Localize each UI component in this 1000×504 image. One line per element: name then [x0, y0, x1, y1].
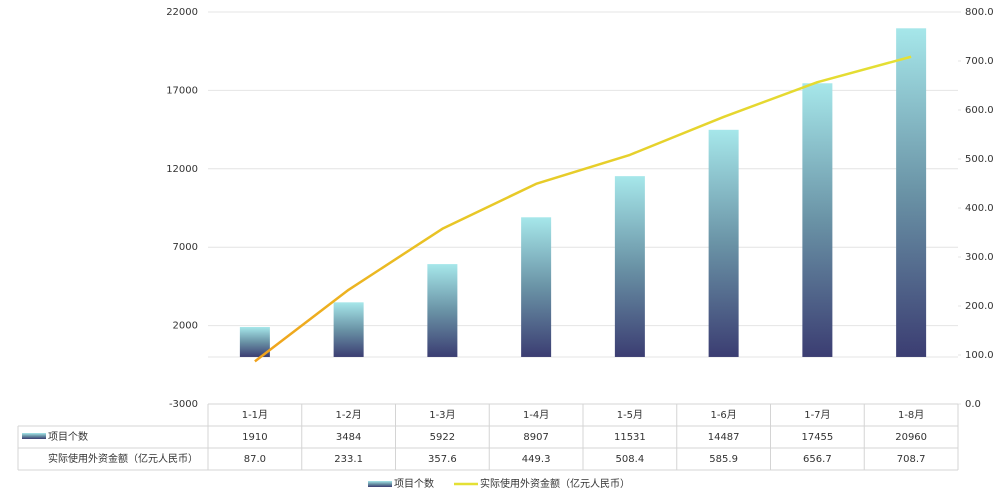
y2-tick-label: 700.0 — [965, 56, 994, 67]
table-cell: 20960 — [895, 432, 927, 443]
bar — [427, 264, 458, 357]
y-tick-label: 17000 — [166, 85, 198, 96]
table-cell: 87.0 — [244, 454, 266, 465]
y2-tick-label: 200.0 — [965, 301, 994, 312]
bar — [521, 217, 552, 357]
x-tick-label: 1-8月 — [898, 409, 924, 421]
bar — [333, 302, 364, 357]
bar — [896, 28, 927, 357]
y2-tick-label: 300.0 — [965, 252, 994, 263]
table-cell: 11531 — [614, 432, 646, 443]
table-cell: 14487 — [708, 432, 740, 443]
table-cell: 449.3 — [522, 454, 551, 465]
legend-label: 项目个数 — [394, 477, 434, 490]
x-tick-label: 1-1月 — [242, 409, 268, 421]
table-cell: 357.6 — [428, 454, 457, 465]
y-tick-label: 12000 — [166, 164, 198, 175]
y-tick-label: 22000 — [166, 7, 198, 18]
legend-swatch — [368, 481, 392, 487]
x-tick-label: 1-3月 — [429, 409, 455, 421]
table-row-label: 实际使用外资金额（亿元人民币） — [48, 452, 198, 465]
y2-tick-label: 400.0 — [965, 203, 994, 214]
y2-tick-label: 800.0 — [965, 7, 994, 18]
x-tick-label: 1-2月 — [335, 409, 361, 421]
y2-tick-label: 600.0 — [965, 105, 994, 116]
bar — [708, 129, 739, 357]
table-cell: 5922 — [430, 432, 455, 443]
table-cell: 1910 — [242, 432, 267, 443]
x-tick-label: 1-5月 — [617, 409, 643, 421]
legend-label: 实际使用外资金额（亿元人民币） — [480, 477, 630, 490]
bar — [802, 83, 833, 357]
y2-tick-label: 0.0 — [965, 399, 981, 410]
table-cell: 508.4 — [616, 454, 645, 465]
table-cell: 585.9 — [709, 454, 738, 465]
table-cell: 233.1 — [334, 454, 363, 465]
y2-tick-label: 500.0 — [965, 154, 994, 165]
y-tick-label: 7000 — [173, 242, 198, 253]
y-tick-label: 2000 — [173, 321, 198, 332]
table-cell: 656.7 — [803, 454, 832, 465]
bar — [614, 176, 645, 357]
bar — [239, 327, 270, 357]
y2-tick-label: 100.0 — [965, 350, 994, 361]
x-tick-label: 1-7月 — [804, 409, 830, 421]
table-row-label: 项目个数 — [48, 430, 88, 443]
table-cell: 3484 — [336, 432, 361, 443]
table-cell: 17455 — [801, 432, 833, 443]
table-swatch — [22, 433, 46, 439]
y-tick-label: -3000 — [169, 399, 198, 410]
table-cell: 8907 — [523, 432, 548, 443]
x-tick-label: 1-4月 — [523, 409, 549, 421]
x-tick-label: 1-6月 — [710, 409, 736, 421]
line — [254, 55, 912, 363]
table-cell: 708.7 — [897, 454, 926, 465]
